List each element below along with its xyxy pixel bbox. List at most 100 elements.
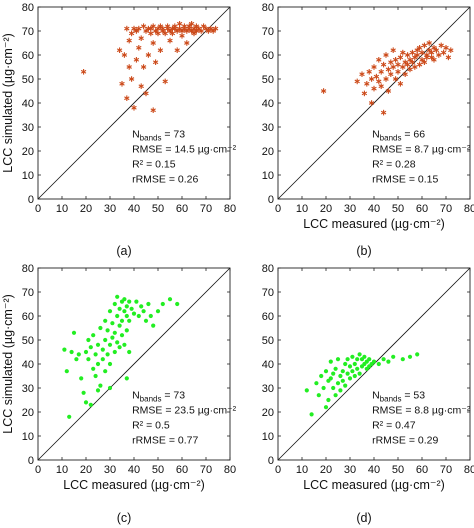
data-point bbox=[119, 318, 125, 323]
data-point bbox=[129, 306, 134, 311]
data-point-stroke bbox=[320, 89, 327, 93]
panel-c: 0 10 20 30 40 50 60 70 80 0 10 20 30 40 50 60 70 80 LCC me… bbox=[1, 263, 237, 525]
data-point bbox=[407, 57, 413, 63]
data-point-stroke bbox=[124, 26, 130, 31]
y-tick-label: 50 bbox=[262, 74, 274, 86]
data-point bbox=[371, 85, 377, 92]
data-point bbox=[436, 52, 442, 58]
x-tick-label: 70 bbox=[200, 203, 212, 215]
data-point bbox=[93, 352, 98, 357]
stat-n-bands: Nbands = 73 bbox=[132, 390, 185, 404]
data-point-stroke bbox=[400, 65, 406, 69]
data-point bbox=[128, 76, 135, 82]
data-point-stroke bbox=[196, 26, 202, 31]
data-point bbox=[91, 333, 96, 338]
data-point bbox=[395, 61, 401, 68]
data-point-stroke bbox=[416, 45, 423, 50]
data-point-stroke bbox=[126, 65, 132, 69]
data-point bbox=[133, 57, 140, 63]
data-point-stroke bbox=[145, 53, 152, 57]
data-point bbox=[91, 366, 96, 371]
data-point bbox=[400, 49, 406, 56]
x-tick-label: 40 bbox=[128, 464, 140, 476]
data-point bbox=[392, 57, 399, 63]
data-point bbox=[402, 59, 408, 65]
data-point bbox=[139, 304, 144, 309]
x-tick-label: 70 bbox=[200, 464, 212, 476]
data-point-stroke bbox=[400, 50, 406, 55]
data-point bbox=[122, 297, 127, 302]
data-point-stroke bbox=[148, 26, 154, 31]
data-point-stroke bbox=[392, 77, 399, 81]
data-point bbox=[357, 352, 362, 357]
data-point-stroke bbox=[383, 77, 389, 81]
data-point bbox=[320, 88, 327, 94]
data-point bbox=[174, 47, 180, 53]
data-point-stroke bbox=[143, 91, 149, 96]
data-point-stroke bbox=[124, 96, 130, 101]
data-point bbox=[323, 369, 329, 374]
data-point bbox=[69, 349, 74, 355]
data-point-stroke bbox=[388, 60, 394, 65]
data-point-stroke bbox=[419, 57, 425, 62]
data-point-stroke bbox=[354, 79, 360, 84]
data-point-stroke bbox=[167, 38, 173, 43]
y-tick-label: 30 bbox=[22, 122, 34, 134]
data-point bbox=[143, 28, 149, 34]
data-point-stroke bbox=[184, 41, 190, 45]
data-point-stroke bbox=[380, 110, 387, 115]
data-point-stroke bbox=[388, 72, 394, 77]
data-point bbox=[124, 25, 130, 32]
data-point-stroke bbox=[402, 72, 408, 77]
panel-label: (d) bbox=[356, 511, 371, 525]
x-tick-label: 70 bbox=[440, 464, 452, 476]
x-tick-label: 30 bbox=[104, 464, 116, 476]
data-point bbox=[122, 309, 127, 314]
data-point-stroke bbox=[188, 29, 195, 33]
data-point bbox=[148, 25, 154, 32]
one-to-one-line bbox=[277, 267, 471, 461]
y-tick-label: 80 bbox=[22, 2, 34, 14]
data-point bbox=[424, 54, 430, 61]
data-point-stroke bbox=[140, 24, 147, 29]
data-point bbox=[150, 107, 156, 113]
y-tick-label: 50 bbox=[262, 335, 274, 347]
data-point-stroke bbox=[198, 29, 204, 33]
data-point bbox=[155, 309, 161, 314]
data-point bbox=[445, 54, 452, 61]
data-point bbox=[357, 371, 362, 376]
data-point bbox=[67, 414, 72, 419]
data-point-stroke bbox=[143, 29, 149, 33]
data-point bbox=[186, 23, 192, 29]
data-point bbox=[380, 61, 387, 68]
data-point-stroke bbox=[179, 29, 185, 33]
data-point bbox=[95, 361, 101, 367]
data-point-stroke bbox=[179, 33, 185, 38]
data-point bbox=[397, 81, 404, 87]
data-point-stroke bbox=[443, 45, 449, 50]
data-point bbox=[390, 64, 396, 70]
y-axis-label: LCC simulated (µg·cm⁻²) bbox=[1, 294, 15, 434]
x-tick-label: 50 bbox=[392, 203, 404, 215]
data-point bbox=[136, 45, 142, 51]
data-point bbox=[133, 28, 140, 34]
data-point bbox=[378, 83, 384, 89]
data-point-stroke bbox=[409, 60, 416, 65]
data-point bbox=[333, 393, 338, 398]
data-point bbox=[203, 25, 209, 32]
data-point bbox=[364, 81, 370, 87]
data-point bbox=[103, 337, 108, 343]
data-point-stroke bbox=[128, 77, 135, 81]
data-point bbox=[350, 369, 355, 374]
data-point-stroke bbox=[162, 31, 168, 36]
data-point-stroke bbox=[412, 65, 418, 69]
data-point bbox=[361, 90, 368, 97]
data-point bbox=[146, 301, 151, 307]
y-tick-label: 40 bbox=[262, 98, 274, 110]
data-point bbox=[359, 71, 365, 77]
data-point-stroke bbox=[438, 43, 444, 48]
data-point bbox=[105, 328, 110, 333]
data-point bbox=[198, 28, 204, 34]
data-point bbox=[131, 311, 137, 316]
data-point bbox=[414, 47, 420, 53]
